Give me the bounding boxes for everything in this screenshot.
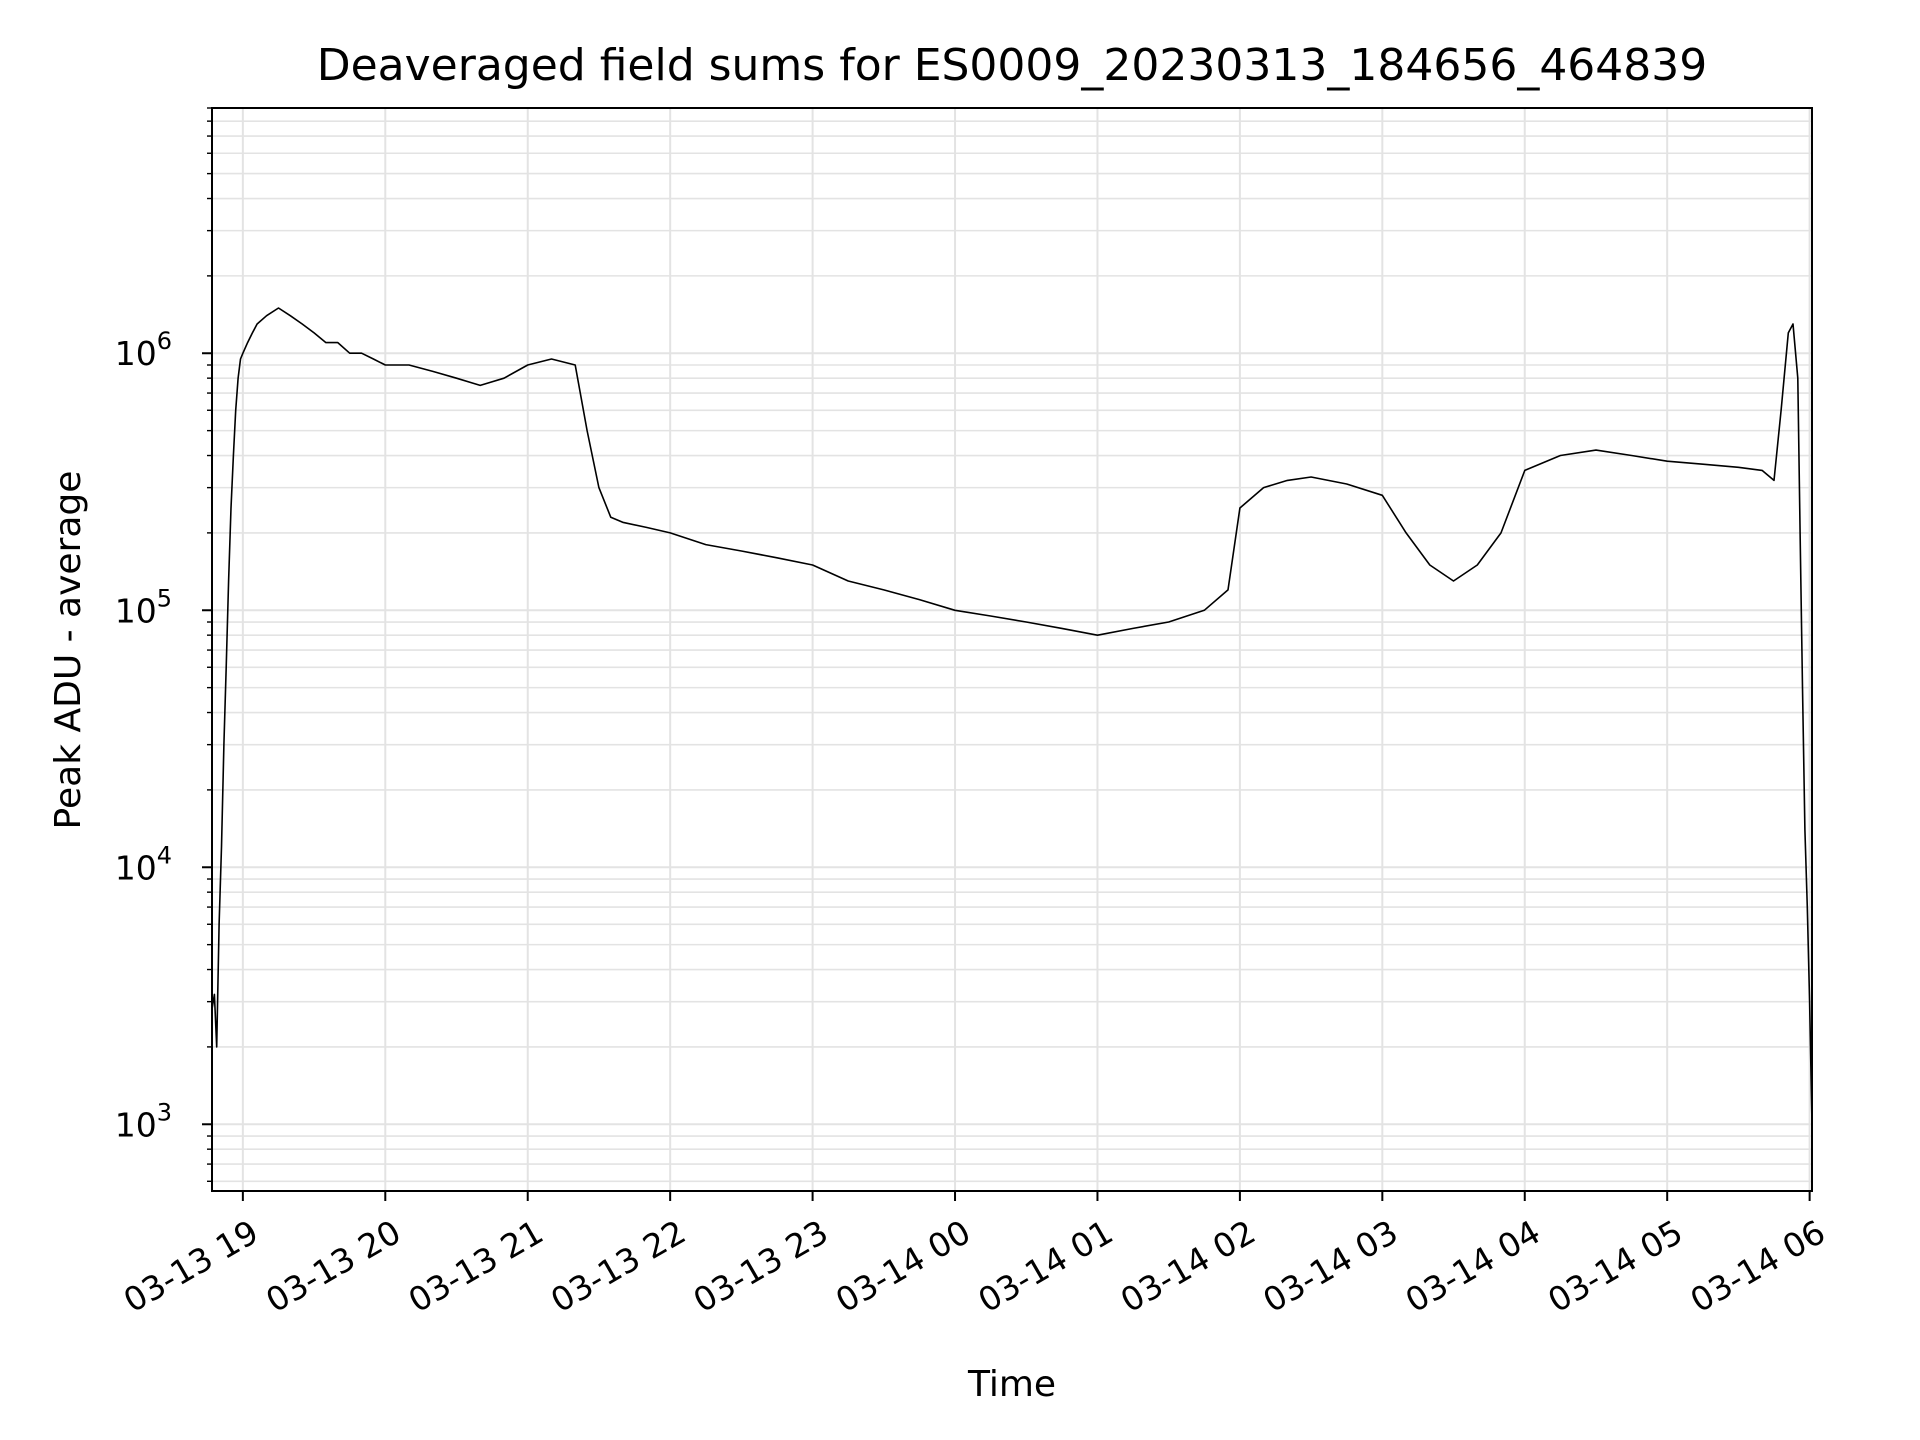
y-axis-title: Peak ADU - average <box>48 471 89 830</box>
y-tick-label: 105 <box>115 584 172 630</box>
y-tick-label: 103 <box>115 1098 172 1144</box>
x-axis-title: Time <box>967 1364 1056 1405</box>
y-tick-label: 104 <box>115 841 172 887</box>
grid-lines <box>212 107 1812 1191</box>
y-tick-label: 106 <box>115 327 172 373</box>
chart-title: Deaveraged field sums for ES0009_2023031… <box>317 40 1708 91</box>
series-line <box>211 307 1813 1125</box>
